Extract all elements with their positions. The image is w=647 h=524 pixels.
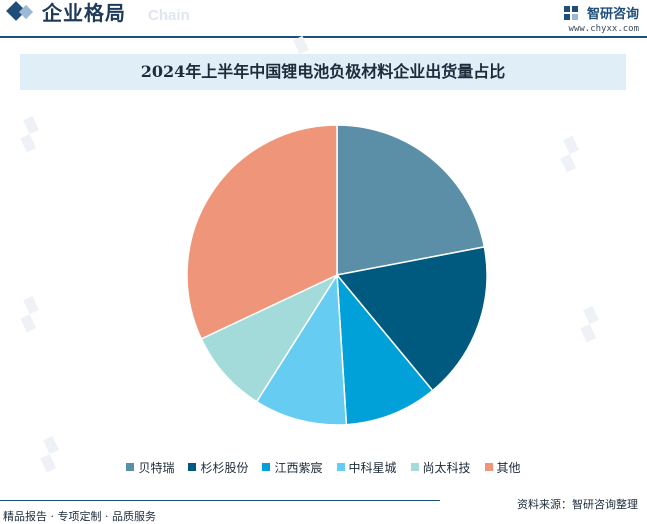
legend-item: 尚太科技	[410, 458, 471, 476]
brand: 智研咨询 www.chyxx.com	[563, 2, 639, 34]
header-divider	[0, 36, 647, 38]
pie-slice-1	[336, 124, 486, 276]
section-title: 企业格局	[42, 1, 126, 25]
legend-item: 中科星城	[336, 458, 397, 476]
chart-title: 2024年上半年中国锂电池负极材料企业出货量占比	[140, 62, 506, 81]
legend-swatch	[410, 463, 419, 471]
brand-logo-icon	[563, 5, 578, 20]
legend-label: 江西紫宸	[274, 460, 323, 475]
legend-swatch	[336, 463, 345, 471]
legend-label: 杉杉股份	[200, 460, 249, 475]
legend-swatch	[484, 463, 493, 471]
pie-slice-6	[186, 124, 338, 340]
legend-swatch	[126, 463, 135, 471]
legend-swatch	[188, 463, 197, 471]
pie-slice-2	[335, 246, 488, 392]
legend-item: 贝特瑞	[126, 458, 174, 476]
legend: 贝特瑞 杉杉股份 江西紫宸 中科星城 尚太科技 其他	[0, 458, 647, 476]
brand-url: www.chyxx.com	[568, 24, 639, 34]
pie-slice-5	[200, 273, 340, 403]
source-note: 资料来源：智研咨询整理	[517, 498, 638, 511]
section-watermark: Chain	[148, 7, 190, 24]
brand-name: 智研咨询	[586, 7, 639, 22]
legend-item: 其他	[484, 458, 521, 476]
footer-tagline: 精品报告 · 专项定制 · 品质服务	[3, 510, 156, 523]
chart-title-band: 2024年上半年中国锂电池负极材料企业出货量占比	[20, 54, 626, 90]
footer-divider	[0, 500, 440, 501]
legend-swatch	[262, 463, 271, 471]
legend-label: 中科星城	[348, 460, 397, 475]
header: 企业格局 Chain 智研咨询 www.chyxx.com	[0, 0, 647, 36]
legend-item: 杉杉股份	[188, 458, 248, 476]
pie-slice-3	[336, 272, 434, 426]
legend-item: 江西紫宸	[262, 458, 323, 476]
legend-label: 贝特瑞	[138, 460, 175, 475]
pie-slice-4	[255, 272, 348, 426]
legend-label: 其他	[496, 460, 521, 475]
legend-label: 尚太科技	[422, 460, 471, 475]
